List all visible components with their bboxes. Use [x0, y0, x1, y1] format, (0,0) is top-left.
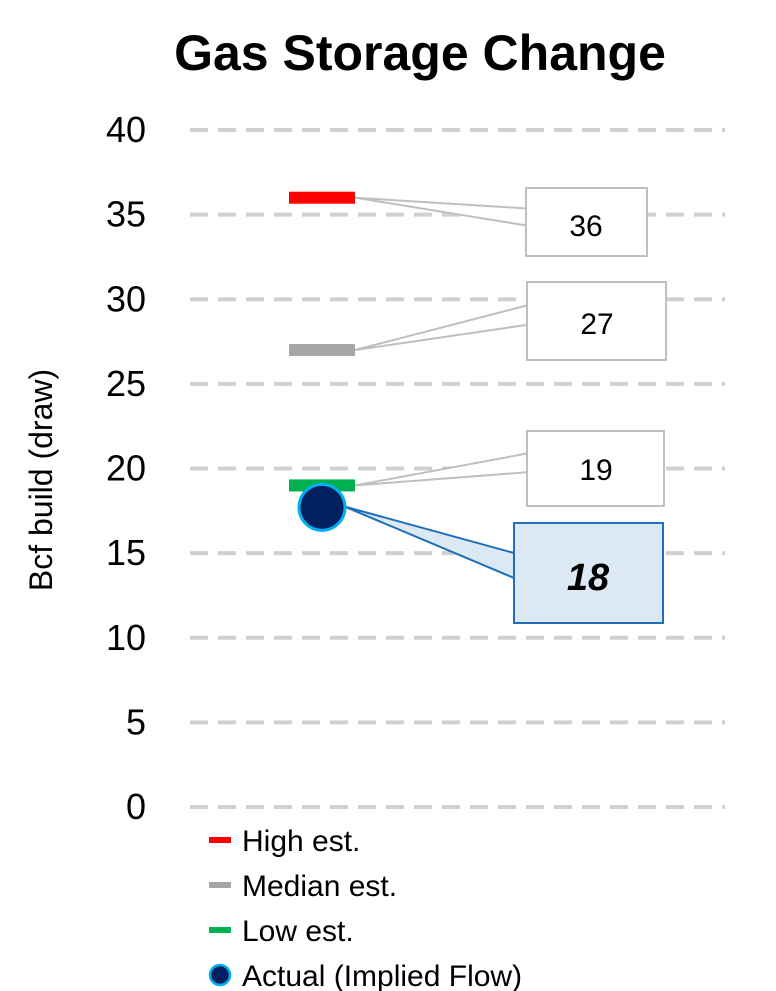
- y-tick-label-30: 30: [106, 278, 146, 319]
- y-tick-label-40: 40: [106, 109, 146, 150]
- y-tick-label-10: 10: [106, 617, 146, 658]
- callout-box-actual-implied-flow: [513, 522, 664, 624]
- chart-title: Gas Storage Change: [174, 25, 666, 81]
- y-tick-label-25: 25: [106, 363, 146, 404]
- legend-label-median-est: Median est.: [242, 870, 397, 903]
- leader-high-est: [354, 196, 527, 227]
- mark-actual-implied-flow: [297, 482, 347, 532]
- y-tick-label-0: 0: [126, 786, 146, 827]
- y-tick-label-20: 20: [106, 448, 146, 489]
- data-label-high-est: 36: [569, 210, 602, 243]
- y-axis-ticks: 0 5 10 15 20 25 30 35 40: [106, 109, 146, 827]
- callout-box-high-est: [525, 187, 648, 257]
- legend-swatch-median-est: [209, 882, 231, 888]
- legend-label-actual-implied-flow: Actual (Implied Flow): [242, 960, 522, 991]
- y-tick-label-5: 5: [126, 701, 146, 742]
- data-label-median-est: 27: [580, 308, 613, 341]
- data-callouts: 36 27 19 18: [513, 187, 667, 624]
- data-label-low-est: 19: [579, 454, 612, 487]
- callout-box-median-est: [526, 281, 667, 361]
- mark-median-est: [289, 344, 355, 357]
- callout-box-low-est: [526, 430, 665, 507]
- legend-swatch-high-est: [209, 837, 231, 843]
- y-tick-label-15: 15: [106, 532, 146, 573]
- y-axis-label: Bcf build (draw): [23, 369, 59, 591]
- leader-median-est: [354, 304, 528, 352]
- leader-actual-implied-flow: [343, 505, 515, 580]
- y-tick-label-35: 35: [106, 194, 146, 235]
- leader-low-est: [354, 452, 528, 487]
- data-label-actual-implied-flow: 18: [567, 557, 610, 599]
- callout-leader-lines: [343, 196, 528, 580]
- legend-label-low-est: Low est.: [242, 915, 354, 948]
- data-marks: [289, 191, 355, 532]
- legend-swatch-actual-implied-flow: [208, 963, 232, 987]
- legend-label-high-est: High est.: [242, 825, 360, 858]
- legend-swatch-low-est: [209, 927, 231, 933]
- legend: High est. Median est. Low est. Actual (Impl…: [208, 825, 522, 991]
- mark-high-est: [289, 191, 355, 204]
